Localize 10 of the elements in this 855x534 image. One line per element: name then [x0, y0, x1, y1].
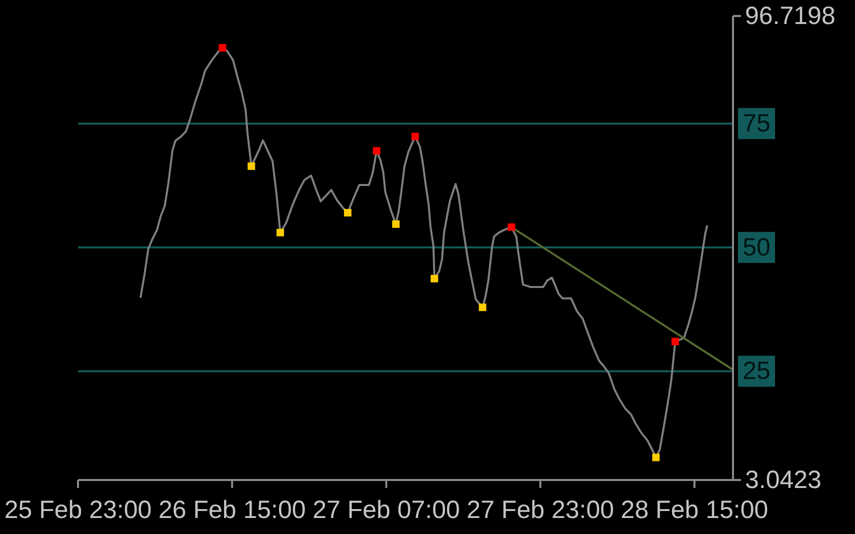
- y-tick-label: 3.0423: [745, 466, 822, 494]
- x-tick-label: 27 Feb 07:00: [312, 496, 460, 524]
- x-tick-label: 26 Feb 15:00: [158, 496, 306, 524]
- x-tick-label: 27 Feb 23:00: [466, 496, 614, 524]
- ref-line-label: 25: [742, 357, 770, 386]
- x-tick-label: 25 Feb 23:00: [4, 496, 152, 524]
- y-tick-label: 96.7198: [745, 2, 836, 30]
- ref-line-label: 50: [742, 233, 770, 262]
- x-tick-label: 28 Feb 15:00: [620, 496, 768, 524]
- ref-line-label: 75: [742, 110, 770, 138]
